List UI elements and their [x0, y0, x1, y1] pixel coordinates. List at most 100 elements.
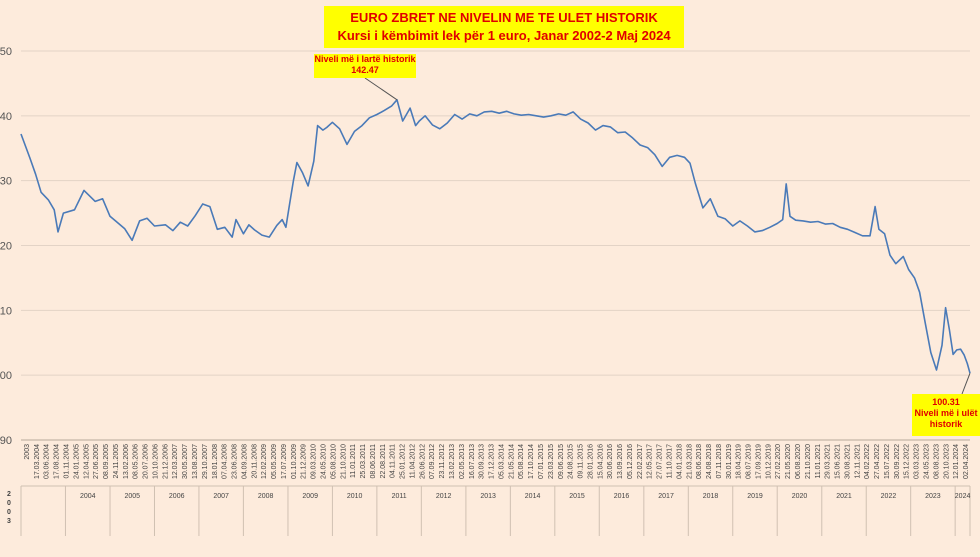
year-label: 2022	[881, 493, 897, 500]
x-tick-label: 29.03.2021	[825, 444, 832, 479]
x-tick-label: 21.10.2020	[805, 444, 812, 479]
x-tick-label: 21.05.2014	[508, 444, 515, 479]
x-tick-label: 10.10.2006	[152, 444, 159, 479]
x-tick-label: 13.02.2013	[449, 444, 456, 479]
x-tick-label: 03.06.2004	[44, 444, 51, 479]
year-label: 2011	[392, 493, 407, 500]
x-tick-label: 28.01.2016	[587, 444, 594, 479]
x-tick-label: 30.06.2016	[607, 444, 614, 479]
x-tick-label: 24.05.2023	[924, 444, 931, 479]
x-tick-label: 30.05.2007	[182, 444, 189, 479]
x-tick-label: 16.07.2013	[469, 444, 476, 479]
year-label: 2010	[347, 493, 363, 500]
x-tick-label: 12.02.2009	[261, 444, 268, 479]
x-tick-label: 02.05.2013	[459, 444, 466, 479]
x-tick-label: 08.06.2011	[370, 444, 377, 479]
x-tick-label: 09.11.2015	[578, 444, 585, 479]
series-line	[20, 99, 971, 374]
year-label: 2004	[80, 493, 96, 500]
year-label: 2013	[480, 493, 496, 500]
x-tick-label: 11.10.2017	[666, 444, 673, 479]
x-tick-label: 30.01.2019	[726, 444, 733, 479]
x-tick-label: 21.12.2009	[301, 444, 308, 479]
x-tick-label: 10.12.2019	[765, 444, 772, 479]
high-annotation-label: Niveli më i lartë historik	[314, 54, 416, 64]
x-tick-label: 15.06.2021	[835, 444, 842, 479]
chart-subtitle: Kursi i këmbimit lek për 1 euro, Janar 2…	[337, 28, 671, 43]
x-tick-label: 24.08.2018	[706, 444, 713, 479]
high-annotation-value: 142.47	[351, 65, 379, 75]
x-tick-label: 29.10.2007	[202, 444, 209, 479]
x-axis: 2003 17.03.2004 03.06.2004 17.08.2004 01.11.…	[7, 439, 971, 536]
x-tick-label: 11.04.2012	[409, 444, 416, 479]
x-tick-label: 25.01.2012	[400, 444, 407, 479]
year-label: 2023	[925, 493, 941, 500]
x-tick-label: 20.10.2023	[943, 444, 950, 479]
gridlines	[21, 50, 970, 441]
x-tick-label: 22.08.2011	[380, 444, 387, 479]
y-tick-label: 150	[0, 46, 12, 58]
x-tick-label: 07.09.2012	[429, 444, 436, 479]
x-tick-label: 21.03.2018	[686, 444, 693, 479]
first-year-label: 3	[7, 518, 11, 525]
high-annotation-leader	[364, 77, 398, 101]
x-tick-label: 01.11.2004	[63, 444, 70, 479]
x-tick-label: 13.08.2007	[192, 444, 199, 479]
x-tick-label: 05.05.2009	[271, 444, 278, 479]
year-label: 2020	[792, 493, 808, 500]
x-tick-label: 05.08.2010	[330, 444, 337, 479]
x-tick-label: 23.06.2008	[232, 444, 239, 479]
x-tick-label: 04.09.2008	[241, 444, 248, 479]
low-annotation: 100.31 Niveli më i ulët historik	[912, 394, 980, 436]
x-tick-label: 17.07.2009	[281, 444, 288, 479]
x-tick-label: 20.11.2008	[251, 444, 258, 479]
first-year-label: 0	[7, 509, 11, 516]
x-tick-label: 24.11.2005	[113, 444, 120, 479]
y-tick-label: 100	[0, 370, 12, 382]
x-tick-label: 09.06.2015	[558, 444, 565, 479]
low-annotation-value: 100.31	[932, 397, 960, 407]
x-tick-label: 27.02.2020	[775, 444, 782, 479]
year-label: 2016	[614, 493, 630, 500]
x-tick-label: 25.03.2011	[360, 444, 367, 479]
x-tick-label: 08.07.2019	[746, 444, 753, 479]
year-label: 2024	[955, 493, 971, 500]
x-tick-label: 22.02.2017	[637, 444, 644, 479]
x-tick-label: 15.07.2022	[884, 444, 891, 479]
x-tick-label: 17.09.2019	[755, 444, 762, 479]
x-tick-label: 13.02.2006	[123, 444, 130, 479]
x-tick-label: 27.04.2022	[874, 444, 881, 479]
year-label: 2017	[658, 493, 674, 500]
y-tick-label: 140	[0, 111, 12, 123]
chart-title: EURO ZBRET NE NIVELIN ME TE ULET HISTORI…	[350, 10, 658, 25]
x-tick-label: 12.11.2021	[854, 444, 861, 479]
x-tick-label: 18.04.2019	[736, 444, 743, 479]
x-tick-label: 06.08.2020	[795, 444, 802, 479]
year-label: 2012	[436, 493, 452, 500]
year-label: 2021	[836, 493, 852, 500]
y-axis-ticks: 90 100 110 120 130 140 150	[0, 46, 12, 447]
low-annotation-label: Niveli më i ulët historik	[914, 408, 978, 429]
x-tick-label: 30.09.2022	[894, 444, 901, 479]
first-year-label: 0	[7, 500, 11, 507]
x-tick-label: 02.04.2024	[963, 444, 970, 479]
x-tick-label: 01.10.2009	[291, 444, 298, 479]
x-tick-label: 21.10.2010	[340, 444, 347, 479]
high-annotation: Niveli më i lartë historik 142.47	[314, 54, 416, 78]
x-tick-label: 24.01.2005	[73, 444, 80, 479]
x-tick-label: 12.03.2007	[172, 444, 179, 479]
x-tick-label: 26.06.2012	[419, 444, 426, 479]
year-label: 2019	[747, 493, 763, 500]
x-tick-label: 05.08.2014	[518, 444, 525, 479]
x-tick-label: 23.03.2015	[548, 444, 555, 479]
x-tick-label: 08.06.2018	[696, 444, 703, 479]
x-tick-label: 08.08.2023	[933, 444, 940, 479]
y-tick-label: 120	[0, 241, 12, 253]
x-tick-label: 07.04.2008	[222, 444, 229, 479]
x-tick-label: 05.12.2016	[627, 444, 634, 479]
year-label: 2015	[569, 493, 585, 500]
x-tick-label: 20.07.2006	[143, 444, 150, 479]
year-label: 2018	[703, 493, 719, 500]
x-tick-label: 05.03.2014	[498, 444, 505, 479]
year-label: 2008	[258, 493, 274, 500]
